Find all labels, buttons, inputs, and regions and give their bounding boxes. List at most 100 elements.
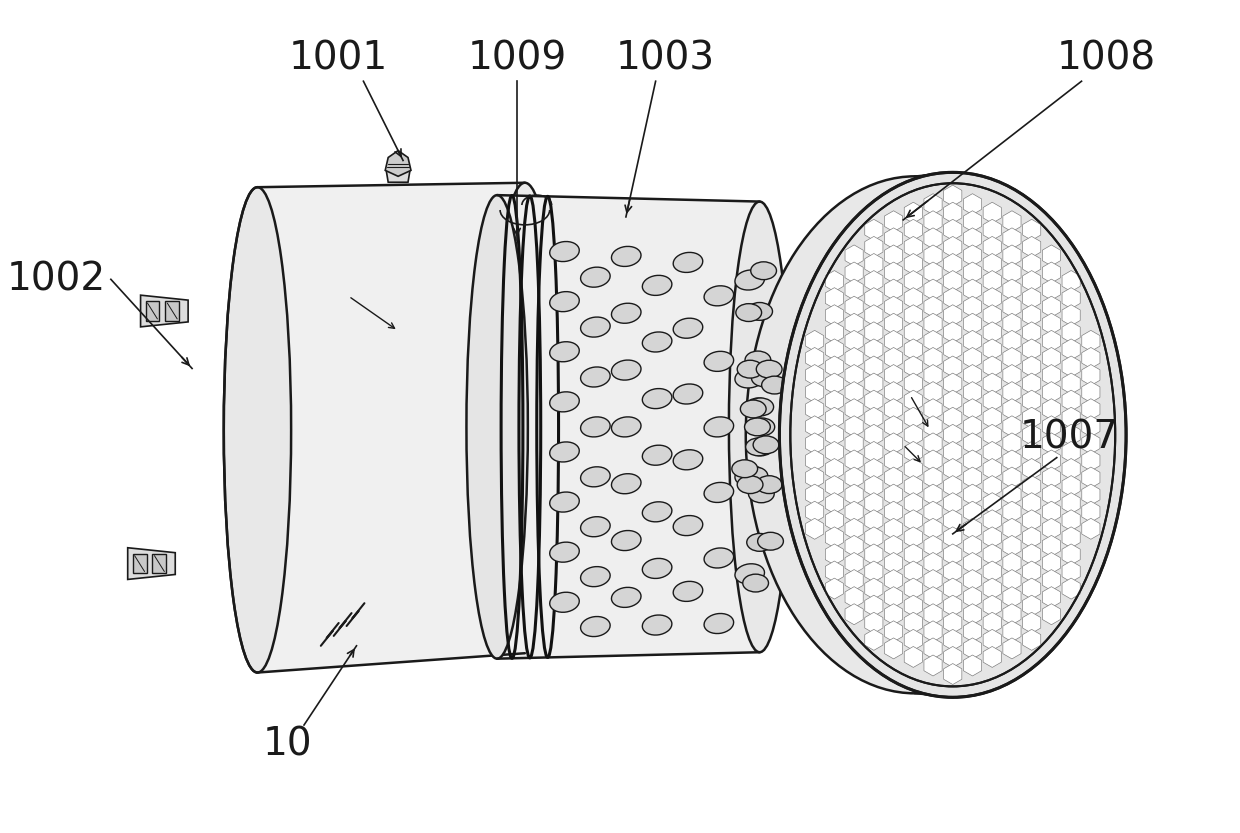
Polygon shape [1023, 441, 1040, 462]
Polygon shape [944, 339, 962, 360]
Polygon shape [904, 424, 923, 446]
Ellipse shape [673, 384, 703, 404]
Polygon shape [1063, 544, 1080, 565]
Polygon shape [904, 237, 923, 257]
Polygon shape [884, 570, 903, 591]
Polygon shape [844, 570, 863, 591]
Polygon shape [983, 219, 1001, 240]
Polygon shape [844, 518, 863, 539]
Polygon shape [844, 262, 863, 283]
Polygon shape [1043, 382, 1060, 402]
Polygon shape [924, 621, 942, 641]
Ellipse shape [580, 367, 610, 387]
Ellipse shape [642, 501, 672, 521]
Polygon shape [1081, 331, 1100, 352]
Polygon shape [1003, 279, 1021, 300]
Polygon shape [1043, 552, 1060, 573]
Polygon shape [806, 399, 823, 420]
Ellipse shape [745, 177, 1085, 693]
Ellipse shape [744, 418, 770, 436]
Polygon shape [1081, 484, 1100, 505]
Polygon shape [944, 322, 962, 343]
Polygon shape [904, 322, 923, 343]
Polygon shape [1043, 262, 1060, 283]
Polygon shape [1023, 596, 1040, 616]
Polygon shape [944, 578, 962, 599]
Ellipse shape [642, 558, 672, 578]
Polygon shape [944, 287, 962, 308]
Polygon shape [864, 356, 883, 377]
Polygon shape [826, 287, 843, 308]
Text: 1003: 1003 [616, 39, 715, 77]
Polygon shape [904, 305, 923, 326]
Polygon shape [1023, 630, 1040, 651]
Polygon shape [983, 322, 1001, 343]
Text: 1001: 1001 [289, 39, 388, 77]
Polygon shape [944, 510, 962, 531]
Polygon shape [963, 399, 982, 420]
Polygon shape [1063, 510, 1080, 531]
Polygon shape [963, 484, 982, 505]
Polygon shape [1063, 424, 1080, 446]
Polygon shape [944, 612, 962, 633]
Polygon shape [904, 492, 923, 514]
Polygon shape [904, 476, 923, 496]
Polygon shape [924, 313, 942, 334]
Polygon shape [1063, 390, 1080, 412]
Polygon shape [1063, 407, 1080, 428]
Polygon shape [1003, 365, 1021, 386]
Ellipse shape [756, 360, 782, 378]
Polygon shape [1063, 526, 1080, 548]
Polygon shape [1043, 399, 1060, 420]
Polygon shape [864, 253, 883, 274]
Polygon shape [806, 382, 823, 402]
Polygon shape [1023, 253, 1040, 274]
Polygon shape [884, 604, 903, 625]
Text: 1009: 1009 [467, 39, 567, 77]
Polygon shape [806, 365, 823, 386]
Polygon shape [1003, 399, 1021, 420]
Polygon shape [826, 322, 843, 343]
Polygon shape [983, 287, 1001, 308]
Ellipse shape [745, 438, 771, 456]
Polygon shape [944, 544, 962, 565]
Polygon shape [1023, 544, 1040, 565]
Polygon shape [963, 279, 982, 300]
Polygon shape [944, 561, 962, 582]
Polygon shape [806, 501, 823, 522]
Polygon shape [944, 526, 962, 548]
Polygon shape [904, 219, 923, 240]
Polygon shape [165, 301, 180, 321]
Polygon shape [904, 646, 923, 667]
Polygon shape [924, 228, 942, 249]
Polygon shape [1023, 407, 1040, 428]
Polygon shape [1081, 433, 1100, 454]
Polygon shape [1081, 416, 1100, 436]
Polygon shape [924, 552, 942, 573]
Ellipse shape [673, 252, 703, 272]
Polygon shape [864, 544, 883, 565]
Ellipse shape [750, 262, 776, 280]
Ellipse shape [729, 202, 790, 652]
Ellipse shape [746, 533, 773, 551]
Polygon shape [1003, 621, 1021, 641]
Polygon shape [1081, 518, 1100, 539]
Polygon shape [963, 365, 982, 386]
Polygon shape [904, 271, 923, 292]
Polygon shape [904, 202, 923, 223]
Polygon shape [153, 554, 166, 573]
Polygon shape [983, 441, 1001, 462]
Polygon shape [1063, 441, 1080, 462]
Polygon shape [1003, 570, 1021, 591]
Ellipse shape [735, 368, 765, 388]
Ellipse shape [549, 242, 579, 262]
Polygon shape [1003, 604, 1021, 625]
Polygon shape [864, 476, 883, 496]
Ellipse shape [580, 317, 610, 337]
Polygon shape [826, 305, 843, 326]
Polygon shape [944, 664, 962, 685]
Polygon shape [904, 612, 923, 633]
Polygon shape [864, 305, 883, 326]
Ellipse shape [746, 302, 773, 321]
Text: 1007: 1007 [1021, 419, 1120, 456]
